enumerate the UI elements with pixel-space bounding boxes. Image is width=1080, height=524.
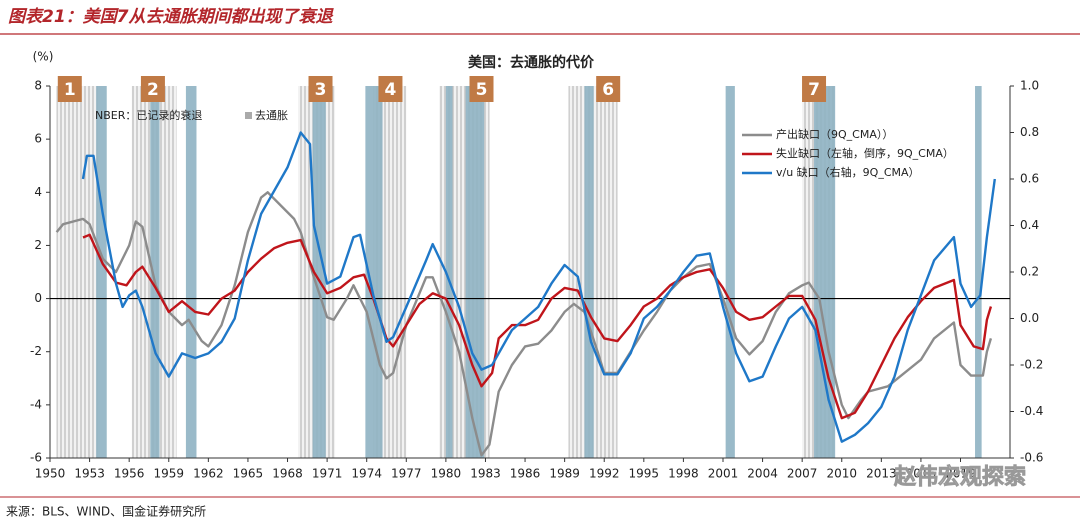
period-marker-label: 2: [147, 80, 159, 100]
recession-band: [365, 86, 383, 458]
x-tick-label: 1995: [629, 467, 660, 481]
x-tick-label: 2010: [826, 467, 857, 481]
x-tick-label: 1968: [272, 467, 303, 481]
y2-tick-label: 0.8: [1020, 125, 1039, 139]
y2-tick-label: -0.6: [1020, 451, 1043, 465]
y2-tick-label: -0.2: [1020, 358, 1043, 372]
legend-disinflation-swatch: [245, 112, 252, 119]
period-marker: [802, 76, 827, 102]
legend-label: v/u 缺口（右轴，9Q_CMA）: [776, 165, 920, 179]
x-tick-label: 1989: [549, 467, 580, 481]
x-tick-label: 1950: [35, 467, 66, 481]
x-tick-label: 2004: [747, 467, 778, 481]
x-tick-label: 1980: [431, 467, 462, 481]
x-tick-label: 1953: [74, 467, 105, 481]
period-marker: [378, 76, 403, 102]
y2-tick-label: -0.4: [1020, 404, 1043, 418]
y2-tick-label: 0.2: [1020, 265, 1039, 279]
x-tick-label: 2001: [708, 467, 739, 481]
period-marker-label: 3: [315, 80, 327, 100]
y-tick-label: -4: [30, 397, 42, 411]
x-tick-label: 1971: [312, 467, 343, 481]
recession-band: [150, 86, 160, 458]
plot: 1 2 3 4 5 6 7 -6 -4 -2 0 2 4 6 8 -0.6 -0.4 -0.2 0.0 0.2 0.4 0…: [30, 76, 1043, 481]
y-tick-label: 8: [34, 79, 42, 93]
period-marker: [308, 76, 333, 102]
y2-tick-label: 0.0: [1020, 311, 1039, 325]
header-title: 图表21：美国7从去通胀期间都出现了衰退: [8, 7, 334, 27]
legend-recession: NBER：已记录的衰退: [95, 108, 202, 122]
period-marker-label: 1: [64, 80, 76, 100]
x-tick-label: 2013: [866, 467, 897, 481]
x-tick-label: 2007: [787, 467, 818, 481]
x-tick-label: 1992: [589, 467, 620, 481]
y-tick-label: 6: [34, 132, 42, 146]
period-marker: [140, 76, 165, 102]
y-tick-label: 2: [34, 238, 42, 252]
y-tick-label: -6: [30, 451, 42, 465]
y2-tick-label: 0.4: [1020, 218, 1039, 232]
period-marker: [596, 76, 621, 102]
period-marker: [469, 76, 494, 102]
x-tick-label: 1983: [470, 467, 501, 481]
x-tick-label: 2016: [906, 467, 937, 481]
chart-title: 美国：去通胀的代价: [468, 54, 595, 71]
series-line: [55, 191, 993, 457]
legend-disinflation: 去通胀: [255, 109, 288, 122]
y-unit: (%): [33, 50, 54, 64]
footer-source: 来源：BLS、WIND、国金证券研究所: [6, 504, 206, 519]
x-tick-label: 1977: [391, 467, 422, 481]
recession-band: [96, 86, 107, 458]
recession-band: [185, 86, 197, 458]
y-tick-label: -2: [30, 344, 42, 358]
series-line: [82, 233, 993, 420]
x-tick-label: 1956: [114, 467, 145, 481]
watermark: 赵伟宏观探索: [893, 464, 1026, 490]
x-tick-label: 1962: [193, 467, 224, 481]
period-marker-label: 5: [476, 80, 488, 100]
y2-tick-label: 1.0: [1020, 79, 1039, 93]
x-tick-label: 1959: [153, 467, 184, 481]
recession-band: [975, 86, 982, 458]
x-tick-label: 1998: [668, 467, 699, 481]
period-marker-label: 7: [808, 80, 820, 100]
period-marker: [57, 76, 82, 102]
recession-band: [725, 86, 735, 458]
legend-label: 失业缺口（左轴，倒序，9Q_CMA）: [776, 146, 954, 160]
x-tick-label: 1965: [233, 467, 264, 481]
recession-band: [584, 86, 594, 458]
y-tick-label: 0: [34, 291, 42, 305]
period-marker-label: 4: [385, 80, 397, 100]
legend-label: 产出缺口（9Q_CMA））: [776, 127, 893, 141]
period-marker-label: 6: [602, 80, 614, 100]
series-line: [81, 131, 996, 443]
y-tick-label: 4: [34, 185, 42, 199]
x-tick-label: 1974: [351, 467, 382, 481]
x-tick-label: 1986: [510, 467, 541, 481]
disinflation-band: [56, 86, 101, 458]
recession-band: [312, 86, 326, 458]
recession-band: [814, 86, 836, 458]
y2-tick-label: 0.6: [1020, 172, 1039, 186]
x-tick-label: 2019: [945, 467, 976, 481]
recession-band: [445, 86, 453, 458]
